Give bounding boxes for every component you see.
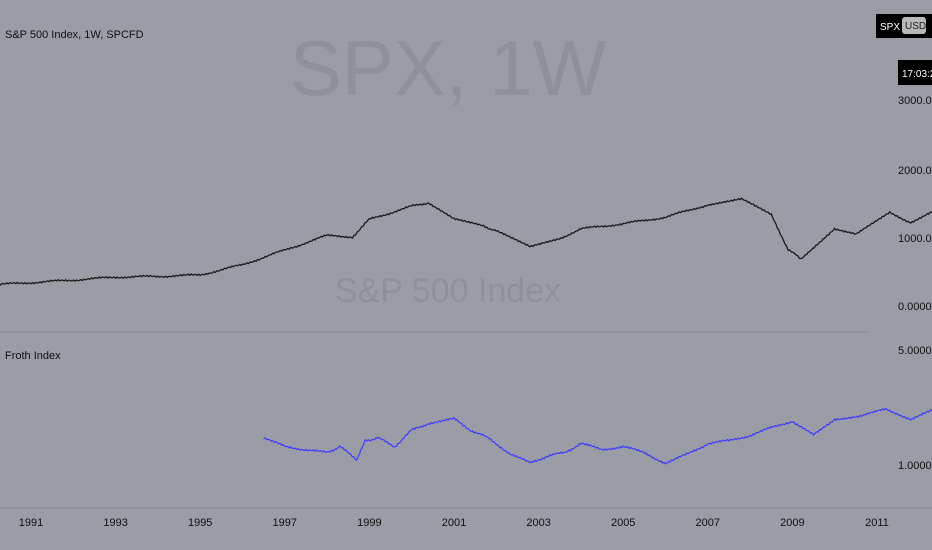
x-tick-label: 2011 (865, 517, 889, 529)
countdown-badge: 17:03:24 (898, 60, 932, 85)
x-tick-label: 1993 (103, 517, 127, 529)
y-tick-label: 0.0000 (898, 301, 932, 313)
y-tick-label: 1000.0000 (898, 233, 932, 245)
x-tick-label: 2003 (526, 517, 550, 529)
x-axis-labels: 1991 1993 1995 1997 1999 2001 2003 2005 2007 2009… (19, 517, 889, 529)
x-tick-label: 2007 (696, 517, 720, 529)
symbol-label: SPX (880, 22, 900, 33)
countdown-label: 17:03:24 (902, 69, 932, 80)
currency-badge[interactable] (902, 17, 926, 34)
froth-index-line (263, 407, 932, 465)
y-tick-label: 2000.0000 (898, 165, 932, 177)
x-tick-label: 2001 (442, 517, 466, 529)
name-watermark: S&P 500 Index (335, 272, 561, 310)
x-tick-label: 2009 (780, 517, 804, 529)
main-chart-title: S&P 500 Index, 1W, SPCFD (5, 29, 144, 41)
x-tick-label: 1999 (357, 517, 381, 529)
symbol-watermark: SPX, 1W (290, 24, 607, 112)
spx-price-line (0, 197, 932, 286)
y-tick-label: 5.0000 (898, 345, 932, 357)
x-tick-label: 1995 (188, 517, 212, 529)
x-tick-label: 2005 (611, 517, 635, 529)
symbol-badge[interactable]: SPX USD (876, 14, 932, 38)
x-tick-label: 1997 (273, 517, 297, 529)
y-tick-label: 3000.0000 (898, 95, 932, 107)
currency-label: USD (905, 21, 926, 32)
x-tick-label: 1991 (19, 517, 43, 529)
indicator-title: Froth Index (5, 350, 61, 362)
y-tick-label: 1.0000 (898, 460, 932, 472)
